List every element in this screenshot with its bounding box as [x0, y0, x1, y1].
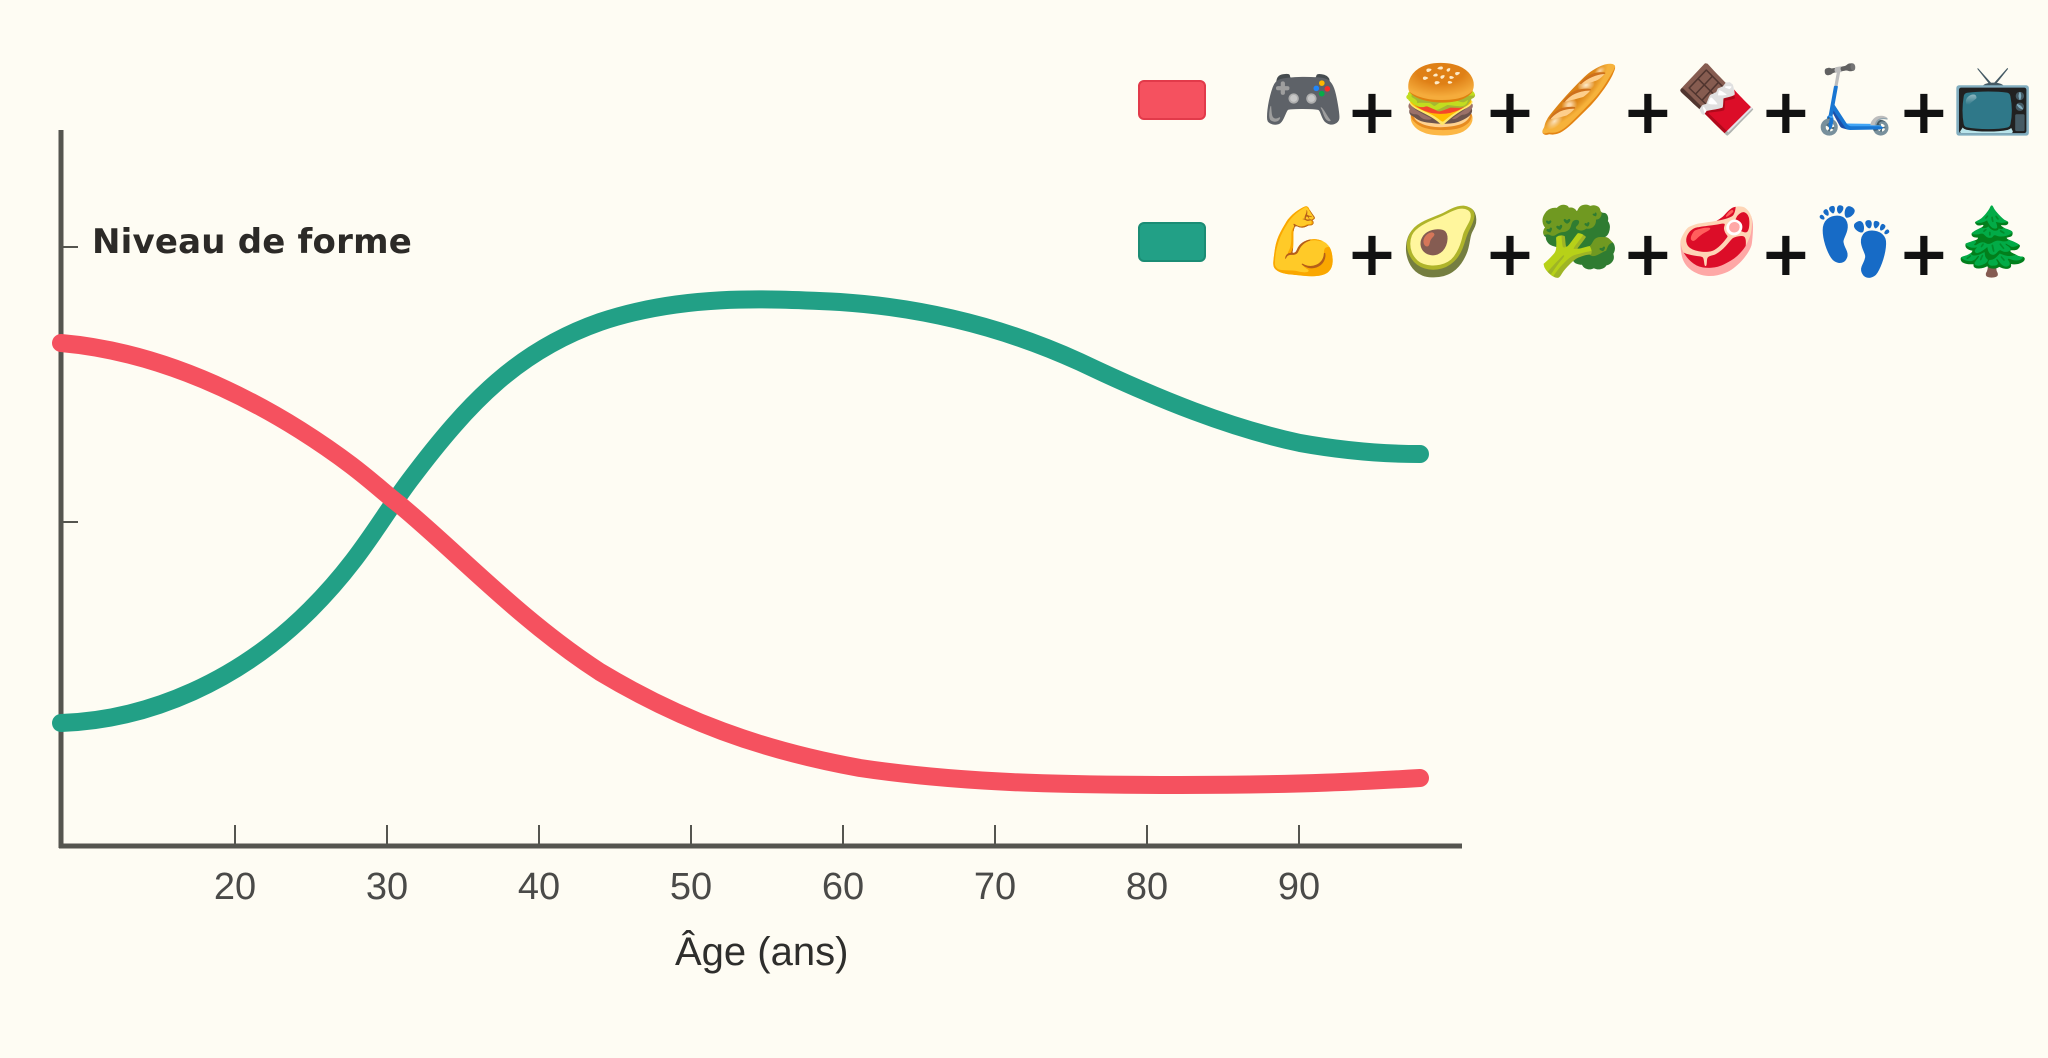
x-tick-label: 20: [213, 866, 257, 908]
x-tick-label: 90: [1277, 866, 1321, 908]
legend-entry-unhealthy: 🎮 + 🍔 + 🥖 + 🍫 + 🛴 + 📺: [1138, 58, 2034, 148]
footprints-icon: 👣: [1813, 203, 1896, 280]
x-tick-label: 40: [517, 866, 561, 908]
legend-swatch-red: [1138, 80, 1206, 120]
legend-entry-healthy: 💪 + 🥑 + 🥦 + 🥩 + 👣 + 🌲: [1138, 200, 2034, 290]
plus-sign: +: [1621, 217, 1674, 290]
television-icon: 📺: [1951, 61, 2034, 138]
plus-sign: +: [1897, 217, 1950, 290]
y-axis-label: Niveau de forme: [92, 222, 412, 262]
kick-scooter-icon: 🛴: [1813, 61, 1896, 138]
x-tick-label: 80: [1125, 866, 1169, 908]
legend-label-healthy: 💪 + 🥑 + 🥦 + 🥩 + 👣 + 🌲: [1262, 200, 2034, 290]
x-tick-label: 50: [669, 866, 713, 908]
avocado-icon: 🥑: [1399, 203, 1483, 280]
evergreen-tree-icon: 🌲: [1951, 203, 2034, 280]
plus-sign: +: [1759, 75, 1812, 148]
plus-sign: +: [1897, 75, 1950, 148]
legend-swatch-green: [1138, 222, 1206, 262]
x-tick-label: 70: [973, 866, 1017, 908]
series-line-healthy: [52, 290, 1429, 732]
baguette-icon: 🥖: [1537, 61, 1621, 138]
x-tick-label: 30: [365, 866, 409, 908]
x-ticks: [234, 825, 1300, 846]
plus-sign: +: [1621, 75, 1674, 148]
plus-sign: +: [1483, 217, 1536, 290]
flexed-biceps-icon: 💪: [1262, 203, 1345, 280]
cut-of-meat-icon: 🥩: [1675, 203, 1759, 280]
plus-sign: +: [1483, 75, 1536, 148]
x-tick-label: 60: [821, 866, 865, 908]
series-line-unhealthy: [52, 334, 1429, 794]
plus-sign: +: [1759, 217, 1812, 290]
legend-label-unhealthy: 🎮 + 🍔 + 🥖 + 🍫 + 🛴 + 📺: [1262, 58, 2034, 148]
x-axis-label: Âge (ans): [675, 930, 849, 974]
chocolate-bar-icon: 🍫: [1675, 61, 1759, 138]
hamburger-icon: 🍔: [1399, 61, 1483, 138]
video-game-controller-icon: 🎮: [1262, 61, 1345, 138]
plus-sign: +: [1346, 75, 1398, 148]
broccoli-icon: 🥦: [1537, 203, 1621, 280]
plus-sign: +: [1346, 217, 1398, 290]
